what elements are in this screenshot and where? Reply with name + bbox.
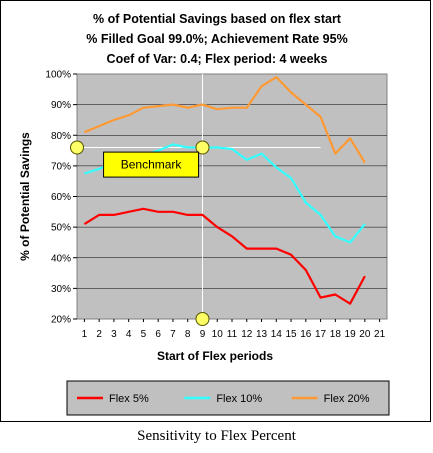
y-tick-label: 100% xyxy=(45,70,71,81)
y-tick-label: 40% xyxy=(51,253,71,264)
chart-title: % of Potential Savings based on flex sta… xyxy=(86,12,347,66)
x-tick-label: 20 xyxy=(359,329,371,340)
series-line-1 xyxy=(83,207,366,305)
y-tick-label: 80% xyxy=(51,131,71,142)
benchmark-label: Benchmark xyxy=(121,158,183,172)
x-tick-label: 2 xyxy=(96,329,102,340)
y-tick-label: 90% xyxy=(51,100,71,111)
x-tick-label: 19 xyxy=(345,329,357,340)
x-tick-label: 17 xyxy=(315,329,327,340)
x-tick-label: 5 xyxy=(141,329,147,340)
benchmark-label-box xyxy=(103,151,200,178)
chart-svg: % of Potential Savings based on flex sta… xyxy=(18,12,390,416)
x-tick-label: 7 xyxy=(170,329,176,340)
chart-title-line-1: % of Potential Savings based on flex sta… xyxy=(93,12,342,26)
legend-box xyxy=(66,380,390,416)
x-axis-title: Start of Flex periods xyxy=(157,349,273,363)
chart-title-line-2: % Filled Goal 99.0%; Achievement Rate 95… xyxy=(86,32,347,46)
y-tick-label: 30% xyxy=(51,284,71,295)
x-tick-label: 18 xyxy=(330,329,342,340)
legend-label-3: Flex 20% xyxy=(324,393,370,405)
x-tick-label: 13 xyxy=(256,329,268,340)
benchmark-marker-y-axis xyxy=(70,140,84,155)
figure-caption: Sensitivity to Flex Percent xyxy=(137,428,296,444)
x-tick-label: 11 xyxy=(227,329,238,340)
x-tick-label: 9 xyxy=(200,329,206,340)
plot-area: 20%30%40%50%60%70%80%90%100%1 2 3 4 5 6 7 8 9 10 1… xyxy=(45,70,388,340)
y-axis-title: % of Potential Savings xyxy=(18,132,32,261)
x-tick-label: 8 xyxy=(185,329,191,340)
legend-label-2: Flex 10% xyxy=(216,393,262,405)
x-tick-label: 1 xyxy=(82,329,88,340)
legend-label-1: Flex 5% xyxy=(109,393,149,405)
x-tick-label: 21 xyxy=(374,329,386,340)
x-tick-label: 15 xyxy=(285,329,297,340)
series-line-3 xyxy=(83,75,366,164)
x-tick-label: 16 xyxy=(300,329,312,340)
x-tick-label: 14 xyxy=(271,329,283,340)
benchmark-marker-x-axis xyxy=(195,312,210,326)
benchmark-marker-point xyxy=(195,140,210,155)
x-tick-label: 3 xyxy=(111,329,117,340)
x-tick-label: 4 xyxy=(126,329,132,340)
x-tick-label: 10 xyxy=(212,329,224,340)
y-tick-label: 50% xyxy=(51,223,71,234)
chart-frame: % of Potential Savings based on flex sta… xyxy=(0,0,431,422)
y-tick-label: 70% xyxy=(51,161,71,172)
y-tick-label: 60% xyxy=(51,192,71,203)
legend: Flex 5% Flex 10% Flex 20% xyxy=(66,380,390,416)
x-tick-label: 12 xyxy=(241,329,253,340)
chart-title-line-3: Coef of Var: 0.4; Flex period: 4 weeks xyxy=(107,52,328,66)
y-tick-label: 20% xyxy=(51,315,71,326)
x-tick-label: 6 xyxy=(155,329,161,340)
